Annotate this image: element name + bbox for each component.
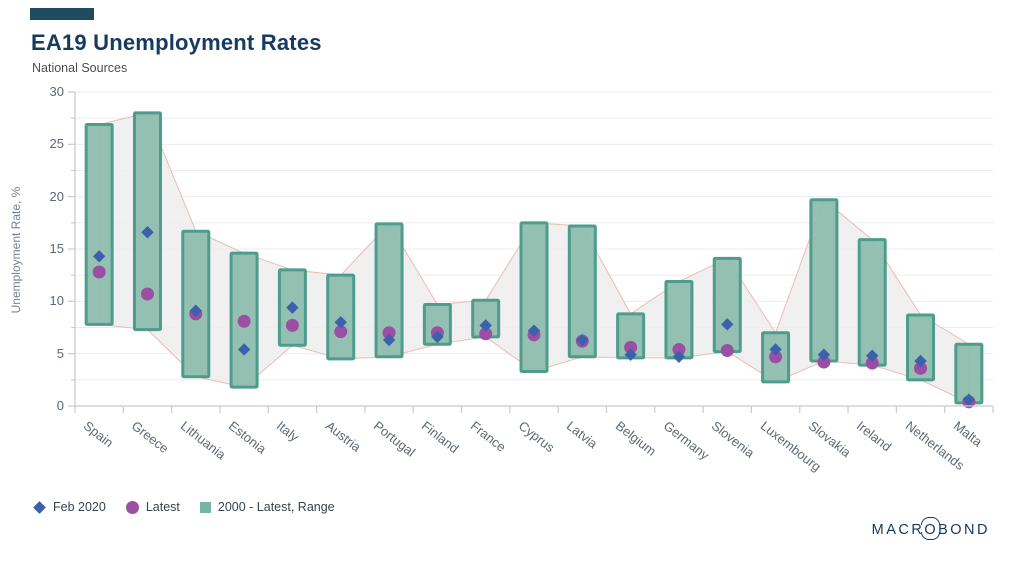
range-bar-netherlands xyxy=(906,313,936,382)
latest-marker-luxembourg xyxy=(769,350,783,364)
feb2020-marker-estonia xyxy=(237,343,251,356)
latest-marker-france xyxy=(479,327,493,341)
legend-label: Feb 2020 xyxy=(53,500,106,514)
feb2020-marker-spain xyxy=(92,250,106,263)
range-swatch-icon xyxy=(199,501,211,513)
feb2020-marker-ireland xyxy=(866,349,879,362)
feb2020-marker-portugal xyxy=(382,333,396,347)
feb2020-marker-greece xyxy=(141,226,154,239)
latest-marker-ireland xyxy=(865,356,879,370)
feb2020-marker-lithuania xyxy=(189,304,202,317)
range-bar-finland xyxy=(422,302,452,346)
feb2020-marker-luxembourg xyxy=(769,343,782,356)
latest-marker-estonia xyxy=(237,314,251,328)
y-tick-label: 10 xyxy=(49,293,64,309)
legend-item-latest: Latest xyxy=(125,500,180,514)
range-bar-ireland xyxy=(857,238,887,367)
y-tick-label: 5 xyxy=(56,345,64,361)
macrobond-logo: MACR O BOND xyxy=(871,517,990,540)
latest-marker-greece xyxy=(140,287,154,301)
y-tick-label: 30 xyxy=(49,84,64,99)
legend-item-feb-2020: Feb 2020 xyxy=(33,500,106,514)
accent-bar xyxy=(30,8,94,20)
page-subtitle: National Sources xyxy=(32,61,128,75)
latest-marker-spain xyxy=(92,265,106,279)
latest-marker-slovakia xyxy=(817,355,831,369)
latest-marker-austria xyxy=(334,325,348,339)
feb2020-marker-slovenia xyxy=(721,318,734,331)
latest-marker-italy xyxy=(285,318,299,332)
feb2020-marker-latvia xyxy=(576,333,589,347)
range-bar-greece xyxy=(132,111,162,332)
feb2020-marker-malta xyxy=(962,393,976,406)
range-bar-lithuania xyxy=(181,229,211,379)
feb2020-marker-france xyxy=(479,319,492,332)
logo-text: BOND xyxy=(938,522,990,538)
legend-label: 2000 - Latest, Range xyxy=(217,500,335,514)
y-tick-label: 20 xyxy=(49,188,64,204)
circle-icon xyxy=(125,500,139,514)
legend: Feb 2020 Latest 2000 - Latest, Range xyxy=(33,500,335,514)
range-bar-portugal xyxy=(374,222,404,359)
y-tick-label: 15 xyxy=(49,241,64,256)
latest-marker-slovenia xyxy=(720,344,734,358)
legend-label: Latest xyxy=(145,500,180,514)
feb2020-marker-belgium xyxy=(624,348,637,361)
legend-item-range: 2000 - Latest, Range xyxy=(199,500,335,514)
diamond-icon xyxy=(33,500,46,514)
range-bar-slovakia xyxy=(809,198,839,363)
feb2020-marker-germany xyxy=(672,350,686,364)
range-bar-spain xyxy=(84,122,114,326)
feb2020-marker-italy xyxy=(286,301,299,314)
range-bar-slovenia xyxy=(712,256,742,354)
latest-marker-netherlands xyxy=(914,361,928,375)
latest-marker-germany xyxy=(672,342,686,356)
feb2020-marker-netherlands xyxy=(914,354,927,368)
feb2020-marker-austria xyxy=(334,316,347,329)
y-tick-label: 0 xyxy=(56,398,64,413)
logo-o-icon: O xyxy=(921,517,941,540)
feb2020-marker-cyprus xyxy=(527,324,541,337)
range-bar-latvia xyxy=(567,224,597,359)
feb2020-marker-slovakia xyxy=(817,348,831,361)
y-axis-title: Unemployment Rate, % xyxy=(9,186,23,314)
page-title: EA19 Unemployment Rates xyxy=(31,30,322,55)
y-tick-label: 25 xyxy=(49,136,64,152)
latest-marker-portugal xyxy=(382,326,396,340)
latest-marker-belgium xyxy=(624,340,638,354)
logo-text: MACR xyxy=(871,522,925,538)
feb2020-marker-finland xyxy=(431,330,444,344)
range-bar-cyprus xyxy=(519,221,549,373)
